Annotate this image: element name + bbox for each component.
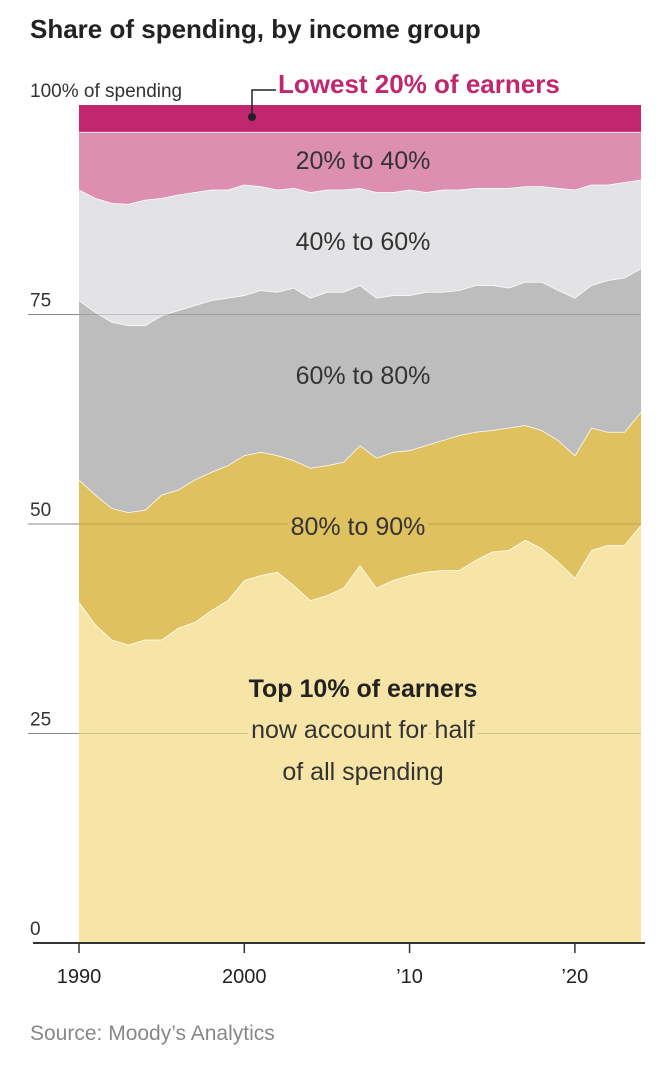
area xyxy=(79,524,641,943)
series-label: Lowest 20% of earners xyxy=(278,69,560,99)
y-tick-label: 75 xyxy=(30,291,51,312)
area xyxy=(79,268,641,513)
x-tick-label: ’10 xyxy=(396,966,423,988)
area xyxy=(79,411,641,645)
x-tick-label: 1990 xyxy=(57,966,102,988)
area xyxy=(79,131,641,204)
annotation: of all spending xyxy=(282,758,443,786)
area xyxy=(79,179,641,326)
y-tick-label: 50 xyxy=(30,500,51,521)
y-tick-label: 100% of spending xyxy=(30,81,182,102)
series-label: 40% to 60% xyxy=(296,228,431,256)
y-tick-label: 25 xyxy=(30,710,51,731)
series-label: Top 10% of earners xyxy=(249,675,478,703)
series-label: 20% to 40% xyxy=(296,147,431,175)
y-tick-label: 0 xyxy=(30,919,41,940)
leader-dot xyxy=(248,113,256,121)
x-tick-label: ’20 xyxy=(562,966,589,988)
leader-line xyxy=(251,89,276,117)
series-label: 60% to 80% xyxy=(296,362,431,390)
source: Source: Moody’s Analytics xyxy=(30,1022,275,1045)
chart-title: Share of spending, by income group xyxy=(30,14,481,44)
annotation: now account for half xyxy=(251,716,475,744)
series-label: 80% to 90% xyxy=(291,513,426,541)
area xyxy=(79,105,641,132)
x-tick-label: 2000 xyxy=(222,966,267,988)
